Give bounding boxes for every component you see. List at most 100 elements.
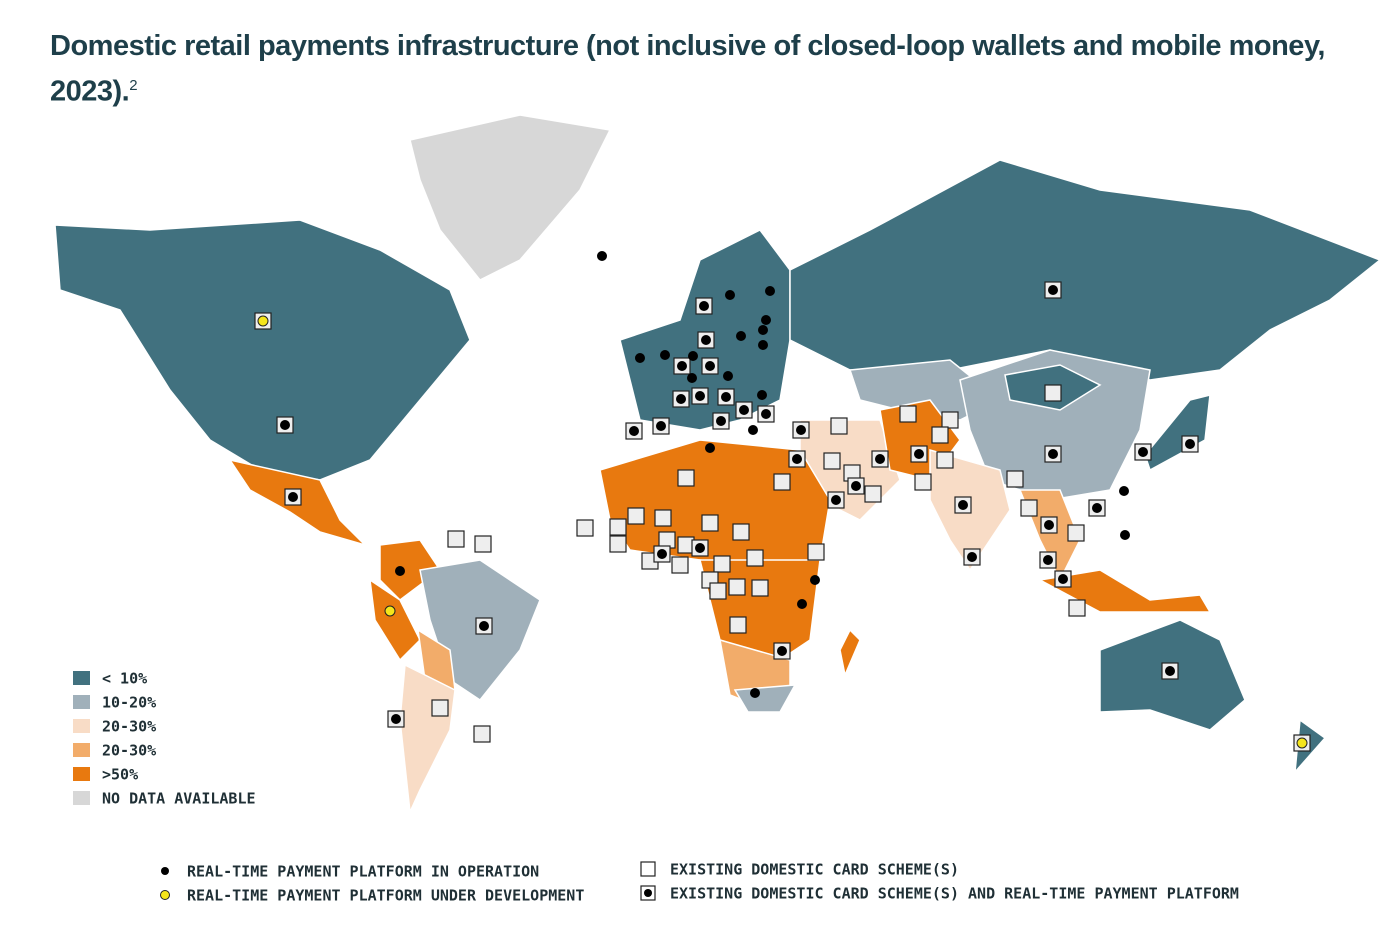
dot: [716, 416, 726, 426]
dot: [391, 714, 401, 724]
dot: [1296, 737, 1308, 749]
dot: [688, 351, 698, 361]
north-america: [54, 219, 471, 481]
legend-swatch: [73, 719, 90, 733]
dot: [721, 392, 731, 402]
dot: [288, 492, 298, 502]
square: [732, 523, 750, 541]
square: [773, 473, 791, 491]
dot: [699, 301, 709, 311]
square: [701, 514, 719, 532]
colombia: [379, 539, 442, 601]
square: [713, 555, 731, 573]
dot: [479, 621, 489, 631]
legend-label: REAL-TIME PAYMENT PLATFORM UNDER DEVELOP…: [187, 887, 584, 905]
legend-square: [640, 861, 656, 877]
southern-cone: [399, 663, 456, 815]
madagascar: [839, 628, 861, 678]
legend-label: >50%: [102, 766, 138, 784]
dot: [656, 421, 666, 431]
dot: [914, 449, 924, 459]
legend-dot: [644, 889, 652, 897]
dot: [761, 409, 771, 419]
dot: [1119, 486, 1129, 496]
dot: [280, 420, 290, 430]
legend-swatch: [73, 767, 90, 781]
peru: [369, 578, 421, 662]
dot: [757, 390, 767, 400]
dot: [796, 425, 806, 435]
dot: [597, 251, 607, 261]
square: [1020, 499, 1038, 517]
dot: [758, 340, 768, 350]
legend-swatch: [73, 743, 90, 757]
dot: [705, 361, 715, 371]
dot: [635, 353, 645, 363]
legend-label: 20-30%: [102, 742, 156, 760]
square: [709, 582, 727, 600]
dot: [257, 315, 269, 327]
square: [473, 725, 491, 743]
square: [677, 469, 695, 487]
dot: [1048, 285, 1058, 295]
dot: [395, 566, 405, 576]
legend-label: REAL-TIME PAYMENT PLATFORM IN OPERATION: [187, 863, 539, 881]
dot: [797, 599, 807, 609]
legend-dot: [161, 867, 169, 875]
greenland: [409, 114, 612, 281]
dot: [384, 605, 396, 617]
dot: [748, 425, 758, 435]
square: [931, 426, 949, 444]
square: [447, 530, 465, 548]
dot: [695, 543, 705, 553]
dot: [1138, 447, 1148, 457]
square: [609, 518, 627, 536]
dot: [695, 391, 705, 401]
dot: [736, 331, 746, 341]
dot: [761, 315, 771, 325]
dot: [676, 394, 686, 404]
dot: [1048, 449, 1058, 459]
square: [746, 549, 764, 567]
south-africa: [733, 684, 797, 713]
dot: [739, 405, 749, 415]
square: [671, 556, 689, 574]
dot: [725, 290, 735, 300]
square: [941, 411, 959, 429]
square: [1067, 524, 1085, 542]
legend-label: EXISTING DOMESTIC CARD SCHEME(S): [670, 861, 959, 879]
legend-label: EXISTING DOMESTIC CARD SCHEME(S) AND REA…: [670, 885, 1239, 903]
russia: [789, 159, 1382, 381]
square: [627, 507, 645, 525]
dot: [677, 361, 687, 371]
title: Domestic retail payments infrastructure …: [50, 26, 1340, 112]
japan: [1144, 394, 1211, 472]
legend-label: < 10%: [102, 670, 147, 688]
legend: < 10% 10-20% 20-30% 20-30% >50% NO DATA AVAIL…: [73, 670, 1239, 905]
legend-label: 20-30%: [102, 718, 156, 736]
markers: [254, 251, 1311, 752]
dot: [765, 286, 775, 296]
dot: [777, 646, 787, 656]
square: [431, 699, 449, 717]
dot: [1058, 574, 1068, 584]
dot: [660, 350, 670, 360]
square: [807, 543, 825, 561]
dot: [810, 575, 820, 585]
dot: [1092, 503, 1102, 513]
dot: [723, 371, 733, 381]
legend-swatch: [73, 695, 90, 709]
dot: [1043, 555, 1053, 565]
legend-label: 10-20%: [102, 694, 156, 712]
dot: [657, 549, 667, 559]
dot: [875, 454, 885, 464]
footnote: 2: [129, 77, 138, 94]
square: [1006, 470, 1024, 488]
countries: [54, 114, 1382, 815]
legend-label: NO DATA AVAILABLE: [102, 790, 256, 808]
square: [914, 473, 932, 491]
square: [936, 451, 954, 469]
title-text: Domestic retail payments infrastructure …: [50, 30, 1325, 108]
dot: [851, 481, 861, 491]
